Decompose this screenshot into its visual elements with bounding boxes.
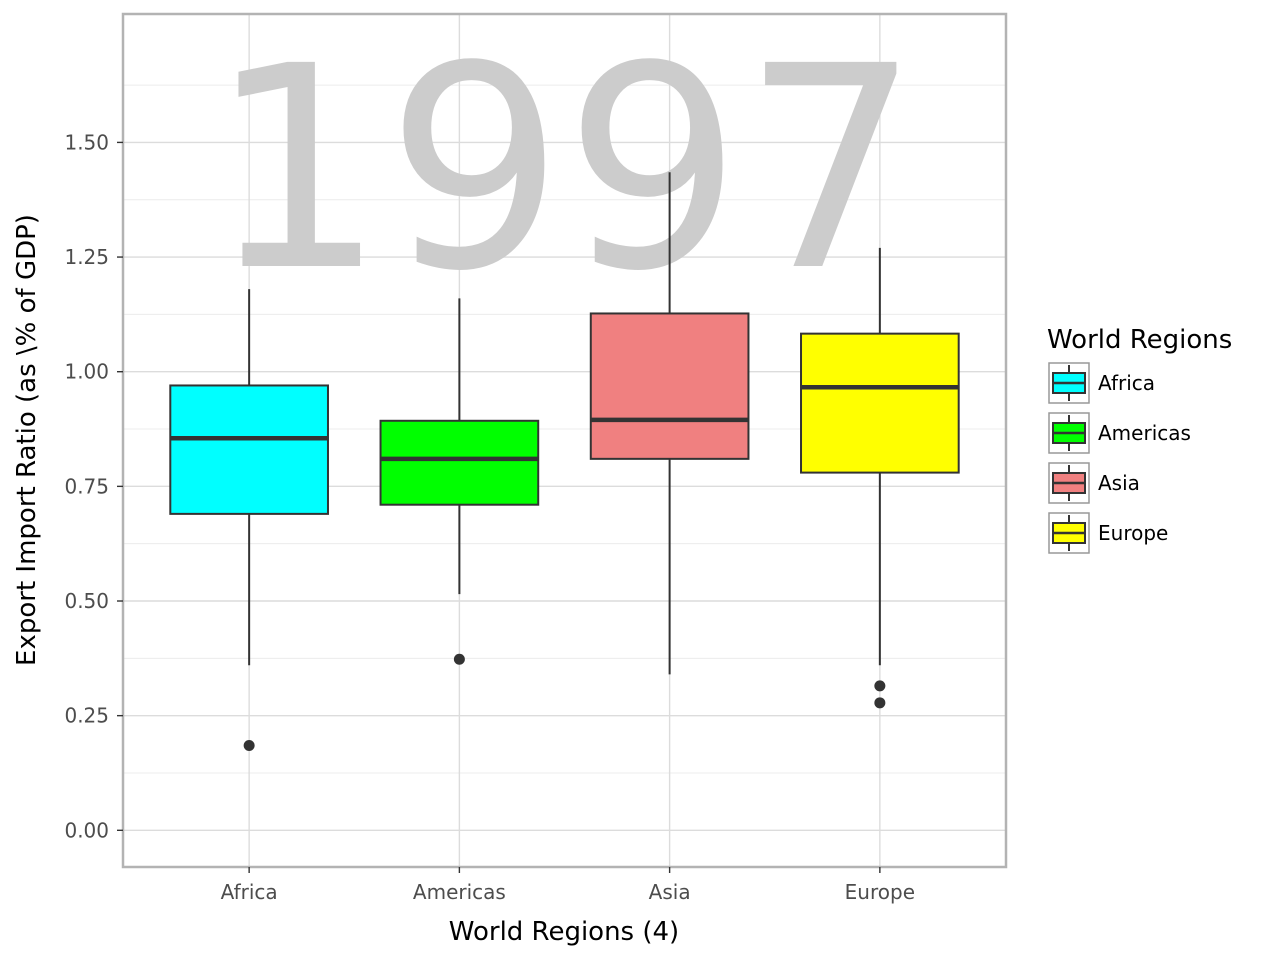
- y-tick-label: 0.50: [64, 589, 109, 613]
- x-axis-ticks: Africa Americas Asia Europe: [221, 867, 915, 904]
- x-tick-label: Americas: [413, 880, 506, 904]
- y-tick-label: 1.25: [64, 245, 109, 269]
- box-body: [169, 384, 329, 515]
- box-body: [800, 332, 960, 474]
- box-americas: [379, 298, 540, 665]
- box-body: [379, 419, 540, 506]
- legend-label: Americas: [1098, 421, 1191, 445]
- legend-item-americas: Americas: [1048, 412, 1191, 454]
- x-tick-label: Europe: [845, 880, 915, 904]
- year-watermark: 1997: [208, 7, 921, 333]
- y-axis-ticks: 0.00 0.25 0.50 0.75 1.00 1.25 1.50: [64, 130, 123, 842]
- box-africa: [169, 289, 329, 751]
- y-axis-title: Export Import Ratio (as \% of GDP): [12, 214, 42, 666]
- y-tick-label: 0.75: [64, 474, 109, 498]
- outlier-point: [874, 680, 886, 692]
- legend-item-europe: Europe: [1048, 512, 1168, 554]
- x-axis-title: World Regions (4): [449, 917, 679, 947]
- x-tick-label: Asia: [649, 880, 691, 904]
- y-tick-label: 0.00: [64, 818, 109, 842]
- legend-title: World Regions: [1047, 325, 1232, 355]
- legend-item-africa: Africa: [1048, 362, 1155, 404]
- y-tick-label: 0.25: [64, 704, 109, 728]
- legend-label: Africa: [1098, 371, 1155, 395]
- outlier-point: [243, 739, 255, 751]
- box-asia: [589, 172, 750, 675]
- outlier-point: [453, 653, 465, 665]
- boxes: [169, 172, 960, 751]
- box-europe: [800, 247, 960, 709]
- legend-items: Africa Americas Asia Europe: [1048, 362, 1191, 554]
- box-body: [589, 312, 750, 460]
- legend-label: Europe: [1098, 521, 1168, 545]
- plot-panel-border: [121, 12, 1008, 869]
- y-tick-label: 1.50: [64, 130, 109, 154]
- outlier-point: [874, 697, 886, 709]
- legend: World Regions Africa Americas Asia Europe: [1047, 325, 1232, 554]
- legend-label: Asia: [1098, 471, 1140, 495]
- legend-item-asia: Asia: [1048, 462, 1140, 504]
- y-tick-label: 1.00: [64, 360, 109, 384]
- x-tick-label: Africa: [221, 880, 278, 904]
